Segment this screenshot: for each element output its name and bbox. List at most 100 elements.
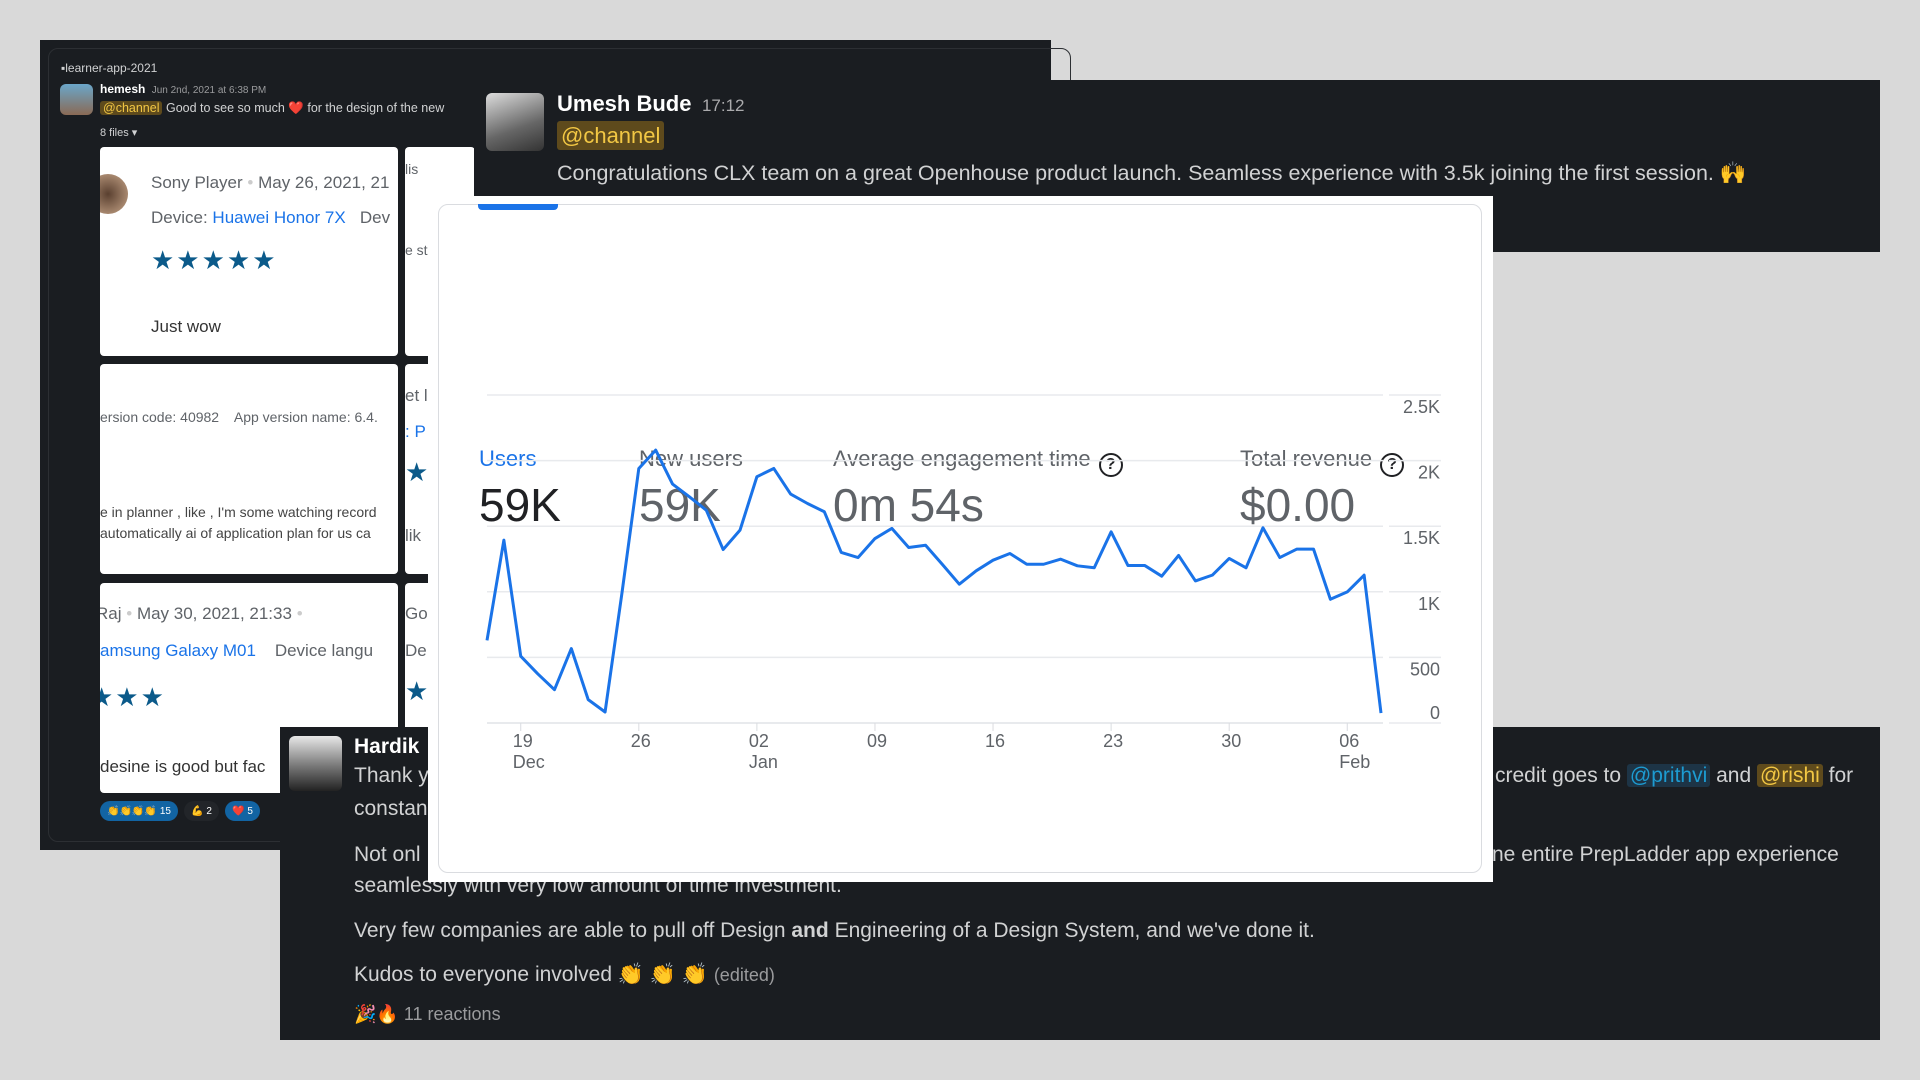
- edited-label: (edited): [713, 965, 775, 985]
- review-text: Just wow: [151, 317, 221, 336]
- raised-hands-emoji-icon: 🙌: [1719, 161, 1747, 185]
- x-tick-label: 30: [1221, 731, 1241, 751]
- metric-users-value: 59K: [479, 479, 561, 531]
- reviewer-name: Sony Player: [151, 173, 243, 192]
- y-tick-label: 0: [1430, 703, 1440, 723]
- device-link[interactable]: Huawei Honor 7X: [212, 208, 346, 227]
- message-text: credit goes to: [1495, 764, 1622, 787]
- review-text: automatically ai of application plan for…: [100, 525, 371, 541]
- message-text: for the design of the new: [307, 101, 445, 115]
- message-text: Very few companies are able to pull off …: [354, 919, 786, 942]
- help-icon[interactable]: ?: [1380, 453, 1405, 477]
- x-tick-label: 16: [985, 731, 1005, 751]
- files-toggle[interactable]: 8 files ▾: [100, 127, 138, 139]
- device-label: Device:: [151, 208, 208, 227]
- message-text: Congratulations CLX team on a great Open…: [557, 161, 1714, 185]
- user-mention[interactable]: @prithvi: [1626, 764, 1711, 787]
- reaction-count: 15: [159, 805, 171, 817]
- bold-text: and: [791, 919, 829, 942]
- user-name[interactable]: Umesh Bude: [557, 91, 692, 116]
- metric-engagement-value: 0m 54s: [833, 479, 984, 531]
- user-mention[interactable]: @rishi: [1757, 764, 1823, 787]
- x-tick-label: 09: [867, 731, 887, 751]
- review-text: desine is good but fac: [100, 757, 266, 776]
- reaction-muscle[interactable]: 💪 2: [183, 801, 219, 821]
- user-name[interactable]: hemesh: [100, 82, 146, 96]
- clap-emoji-icon: 👏 👏 👏: [617, 963, 708, 986]
- x-tick-label: 19: [513, 731, 533, 751]
- device-extra: Device langu: [274, 641, 374, 660]
- users-series-line: [485, 448, 1383, 714]
- message-text: ne entire PrepLadder app experience: [1492, 843, 1839, 866]
- reaction-clap[interactable]: 👏👏👏👏 15: [100, 801, 178, 821]
- help-icon[interactable]: ?: [1098, 453, 1123, 477]
- avatar[interactable]: [486, 93, 544, 151]
- y-tick-label: 2.5K: [1403, 397, 1440, 417]
- metric-revenue-tab[interactable]: Total revenue?: [1240, 446, 1405, 477]
- active-tab-indicator: [478, 204, 558, 210]
- clipped-text: lis: [405, 161, 419, 177]
- files-count: 8 files: [100, 127, 129, 139]
- clipped-text: et l: [405, 386, 428, 405]
- x-tick-month: Feb: [1339, 752, 1370, 772]
- reaction-count: 11 reactions: [403, 1004, 501, 1024]
- metric-label: Total revenue: [1240, 446, 1373, 471]
- message-text: constan: [354, 797, 428, 820]
- rating-stars: ★★★★★: [151, 245, 278, 275]
- message-text: Good to see so much: [165, 101, 285, 115]
- message-text: and: [1716, 764, 1752, 787]
- reactions-summary[interactable]: 🎉🔥 11 reactions: [354, 1004, 501, 1025]
- reaction-count: 2: [206, 805, 212, 817]
- y-tick-label: 1K: [1418, 594, 1440, 614]
- x-tick-month: Dec: [513, 752, 545, 772]
- y-tick-label: 500: [1410, 659, 1440, 679]
- x-tick-label: 02: [749, 731, 769, 751]
- user-name[interactable]: Hardik: [354, 735, 420, 758]
- metric-label: Average engagement time: [833, 446, 1091, 471]
- message-text: Not onl: [354, 843, 421, 866]
- clipped-text: lik: [405, 526, 422, 545]
- x-tick-label: 26: [631, 731, 651, 751]
- review-date: May 26, 2021, 21: [258, 173, 390, 192]
- review-date: May 30, 2021, 21:33: [136, 604, 292, 623]
- muscle-emoji-icon: 💪: [190, 805, 204, 817]
- channel-name[interactable]: ▪learner-app-2021: [61, 61, 158, 75]
- channel-mention[interactable]: @channel: [100, 101, 163, 115]
- heart-emoji-icon: ❤️: [231, 805, 245, 817]
- reviewer-name: Raj: [100, 604, 122, 623]
- metric-new-users-value: 59K: [639, 479, 721, 531]
- device-link[interactable]: amsung Galaxy M01: [100, 641, 256, 660]
- clipped-text: e st: [405, 242, 428, 258]
- timestamp[interactable]: Jun 2nd, 2021 at 6:38 PM: [151, 85, 267, 96]
- channel-label: learner-app-2021: [65, 61, 158, 75]
- empty-star: ★: [140, 682, 166, 712]
- clipped-text: Go: [405, 604, 428, 623]
- review-card[interactable]: Sony Player • May 26, 2021, 21 Device: H…: [100, 147, 398, 356]
- reaction-count: 5: [247, 805, 253, 817]
- x-tick-label: 23: [1103, 731, 1123, 751]
- avatar[interactable]: [289, 736, 342, 791]
- message-text: Thank y: [354, 764, 429, 787]
- rating-stars: ★★★: [100, 682, 166, 713]
- message-text: Engineering of a Design System, and we'v…: [834, 919, 1315, 942]
- version-meta: ersion code: 40982 App version name: 6.4…: [100, 409, 378, 425]
- channel-mention[interactable]: @channel: [557, 121, 665, 150]
- metric-users-tab[interactable]: Users: [479, 446, 537, 471]
- review-card[interactable]: ersion code: 40982 App version name: 6.4…: [100, 364, 398, 574]
- metric-engagement-tab[interactable]: Average engagement time?: [833, 446, 1123, 477]
- party-fire-emoji-icon: 🎉🔥: [354, 1004, 399, 1024]
- analytics-card: Users 59K New users 59K Average engageme…: [428, 196, 1493, 882]
- message-text: Kudos to everyone involved: [354, 963, 612, 986]
- rating-stars: ★: [405, 457, 431, 487]
- reaction-heart[interactable]: ❤️ 5: [224, 801, 260, 821]
- timestamp[interactable]: 17:12: [701, 96, 745, 115]
- review-text: e in planner , like , I'm some watching …: [100, 504, 377, 520]
- metric-revenue-value: $0.00: [1240, 479, 1356, 531]
- x-tick-month: Jan: [749, 752, 778, 772]
- clipped-text: De: [405, 641, 427, 660]
- clipped-link: : P: [405, 422, 426, 441]
- y-tick-label: 2K: [1418, 463, 1440, 483]
- avatar[interactable]: [60, 84, 93, 115]
- message-text: for: [1828, 764, 1854, 787]
